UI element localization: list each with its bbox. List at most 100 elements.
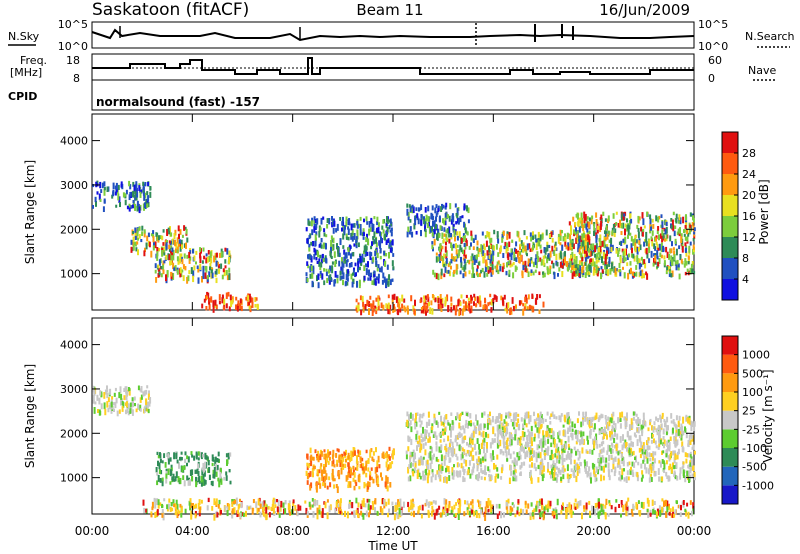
echo-cell — [347, 247, 350, 252]
echo-cell — [483, 476, 486, 481]
echo-cell — [484, 265, 487, 272]
echo-cell — [262, 507, 265, 512]
echo-cell — [428, 301, 430, 307]
echo-cell — [575, 440, 578, 445]
echo-cell — [341, 267, 344, 275]
echo-cell — [331, 221, 334, 228]
echo-cell — [619, 465, 622, 470]
echo-cell — [532, 231, 534, 236]
echo-cell — [320, 274, 323, 279]
echo-cell — [152, 230, 155, 234]
echo-cell — [504, 428, 506, 433]
echo-cell — [416, 213, 419, 219]
echo-cell — [689, 420, 692, 426]
echo-cell — [491, 259, 494, 266]
echo-cell — [349, 457, 352, 463]
echo-cell — [154, 512, 157, 518]
echo-cell — [616, 462, 619, 468]
echo-cell — [541, 463, 544, 470]
echo-cell — [527, 503, 530, 509]
echo-cell — [663, 462, 666, 470]
echo-cell — [357, 261, 360, 268]
echo-cell — [675, 429, 678, 436]
echo-cell — [650, 477, 653, 482]
echo-cell — [407, 446, 410, 452]
echo-cell — [692, 502, 695, 509]
echo-cell — [462, 476, 465, 483]
echo-cell — [455, 513, 458, 517]
echo-cell — [441, 303, 444, 309]
echo-cell — [633, 238, 636, 243]
echo-cell — [626, 262, 629, 267]
echo-cell — [408, 436, 411, 441]
echo-cell — [638, 262, 641, 270]
echo-cell — [544, 249, 547, 255]
echo-cell — [177, 243, 180, 247]
echo-cell — [425, 468, 428, 476]
echo-cell — [447, 446, 450, 454]
echo-cell — [664, 420, 667, 426]
echo-cell — [501, 266, 504, 273]
echo-cell — [587, 440, 589, 445]
echo-cell — [600, 465, 603, 471]
echo-cell — [175, 471, 178, 478]
echo-cell — [213, 466, 216, 474]
echo-cell — [676, 261, 679, 269]
echo-cell — [333, 484, 336, 489]
echo-cell — [194, 513, 197, 519]
echo-cell — [536, 427, 539, 433]
echo-cell — [450, 306, 453, 313]
echo-cell — [92, 205, 94, 209]
echo-cell — [455, 304, 458, 312]
echo-cell — [549, 500, 552, 507]
echo-cell — [341, 257, 343, 264]
echo-cell — [369, 505, 372, 510]
echo-cell — [361, 253, 364, 259]
echo-cell — [145, 398, 148, 405]
echo-cell — [357, 258, 360, 264]
echo-cell — [464, 227, 467, 234]
colorbar-segment — [722, 354, 738, 374]
echo-cell — [470, 423, 472, 427]
echo-cell — [256, 303, 259, 310]
echo-cell — [324, 475, 326, 482]
echo-cell — [339, 270, 342, 276]
echo-cell — [581, 256, 584, 262]
echo-cell — [167, 453, 170, 460]
echo-cell — [151, 501, 154, 509]
echo-cell — [390, 231, 393, 237]
echo-cell — [439, 512, 442, 518]
echo-cell — [368, 228, 371, 236]
echo-cell — [112, 182, 115, 190]
echo-cell — [189, 479, 191, 486]
echo-cell — [377, 264, 380, 269]
echo-cell — [489, 244, 492, 249]
echo-cell — [669, 248, 672, 254]
echo-cell — [179, 246, 182, 252]
echo-cell — [95, 201, 97, 207]
echo-cell — [431, 294, 434, 299]
echo-cell — [636, 257, 639, 265]
echo-cell — [416, 216, 419, 221]
echo-cell — [574, 231, 577, 236]
echo-cell — [637, 231, 640, 239]
echo-cell — [622, 216, 625, 221]
echo-cell — [344, 225, 346, 230]
echo-cell — [113, 392, 116, 397]
echo-cell — [133, 396, 136, 401]
echo-cell — [466, 449, 469, 454]
echo-cell — [438, 474, 441, 480]
echo-cell — [389, 279, 392, 286]
freq-strip: 18 8 60 0 — [66, 53, 722, 85]
echo-cell — [230, 301, 233, 308]
echo-cell — [479, 300, 482, 307]
echo-cell — [470, 230, 473, 236]
echo-cell — [143, 250, 146, 257]
echo-cell — [578, 450, 581, 456]
echo-cell — [674, 436, 677, 442]
echo-cell — [432, 500, 435, 504]
echo-cell — [679, 512, 682, 517]
echo-cell — [440, 415, 442, 422]
echo-cell — [676, 475, 679, 481]
echo-cell — [487, 433, 490, 439]
